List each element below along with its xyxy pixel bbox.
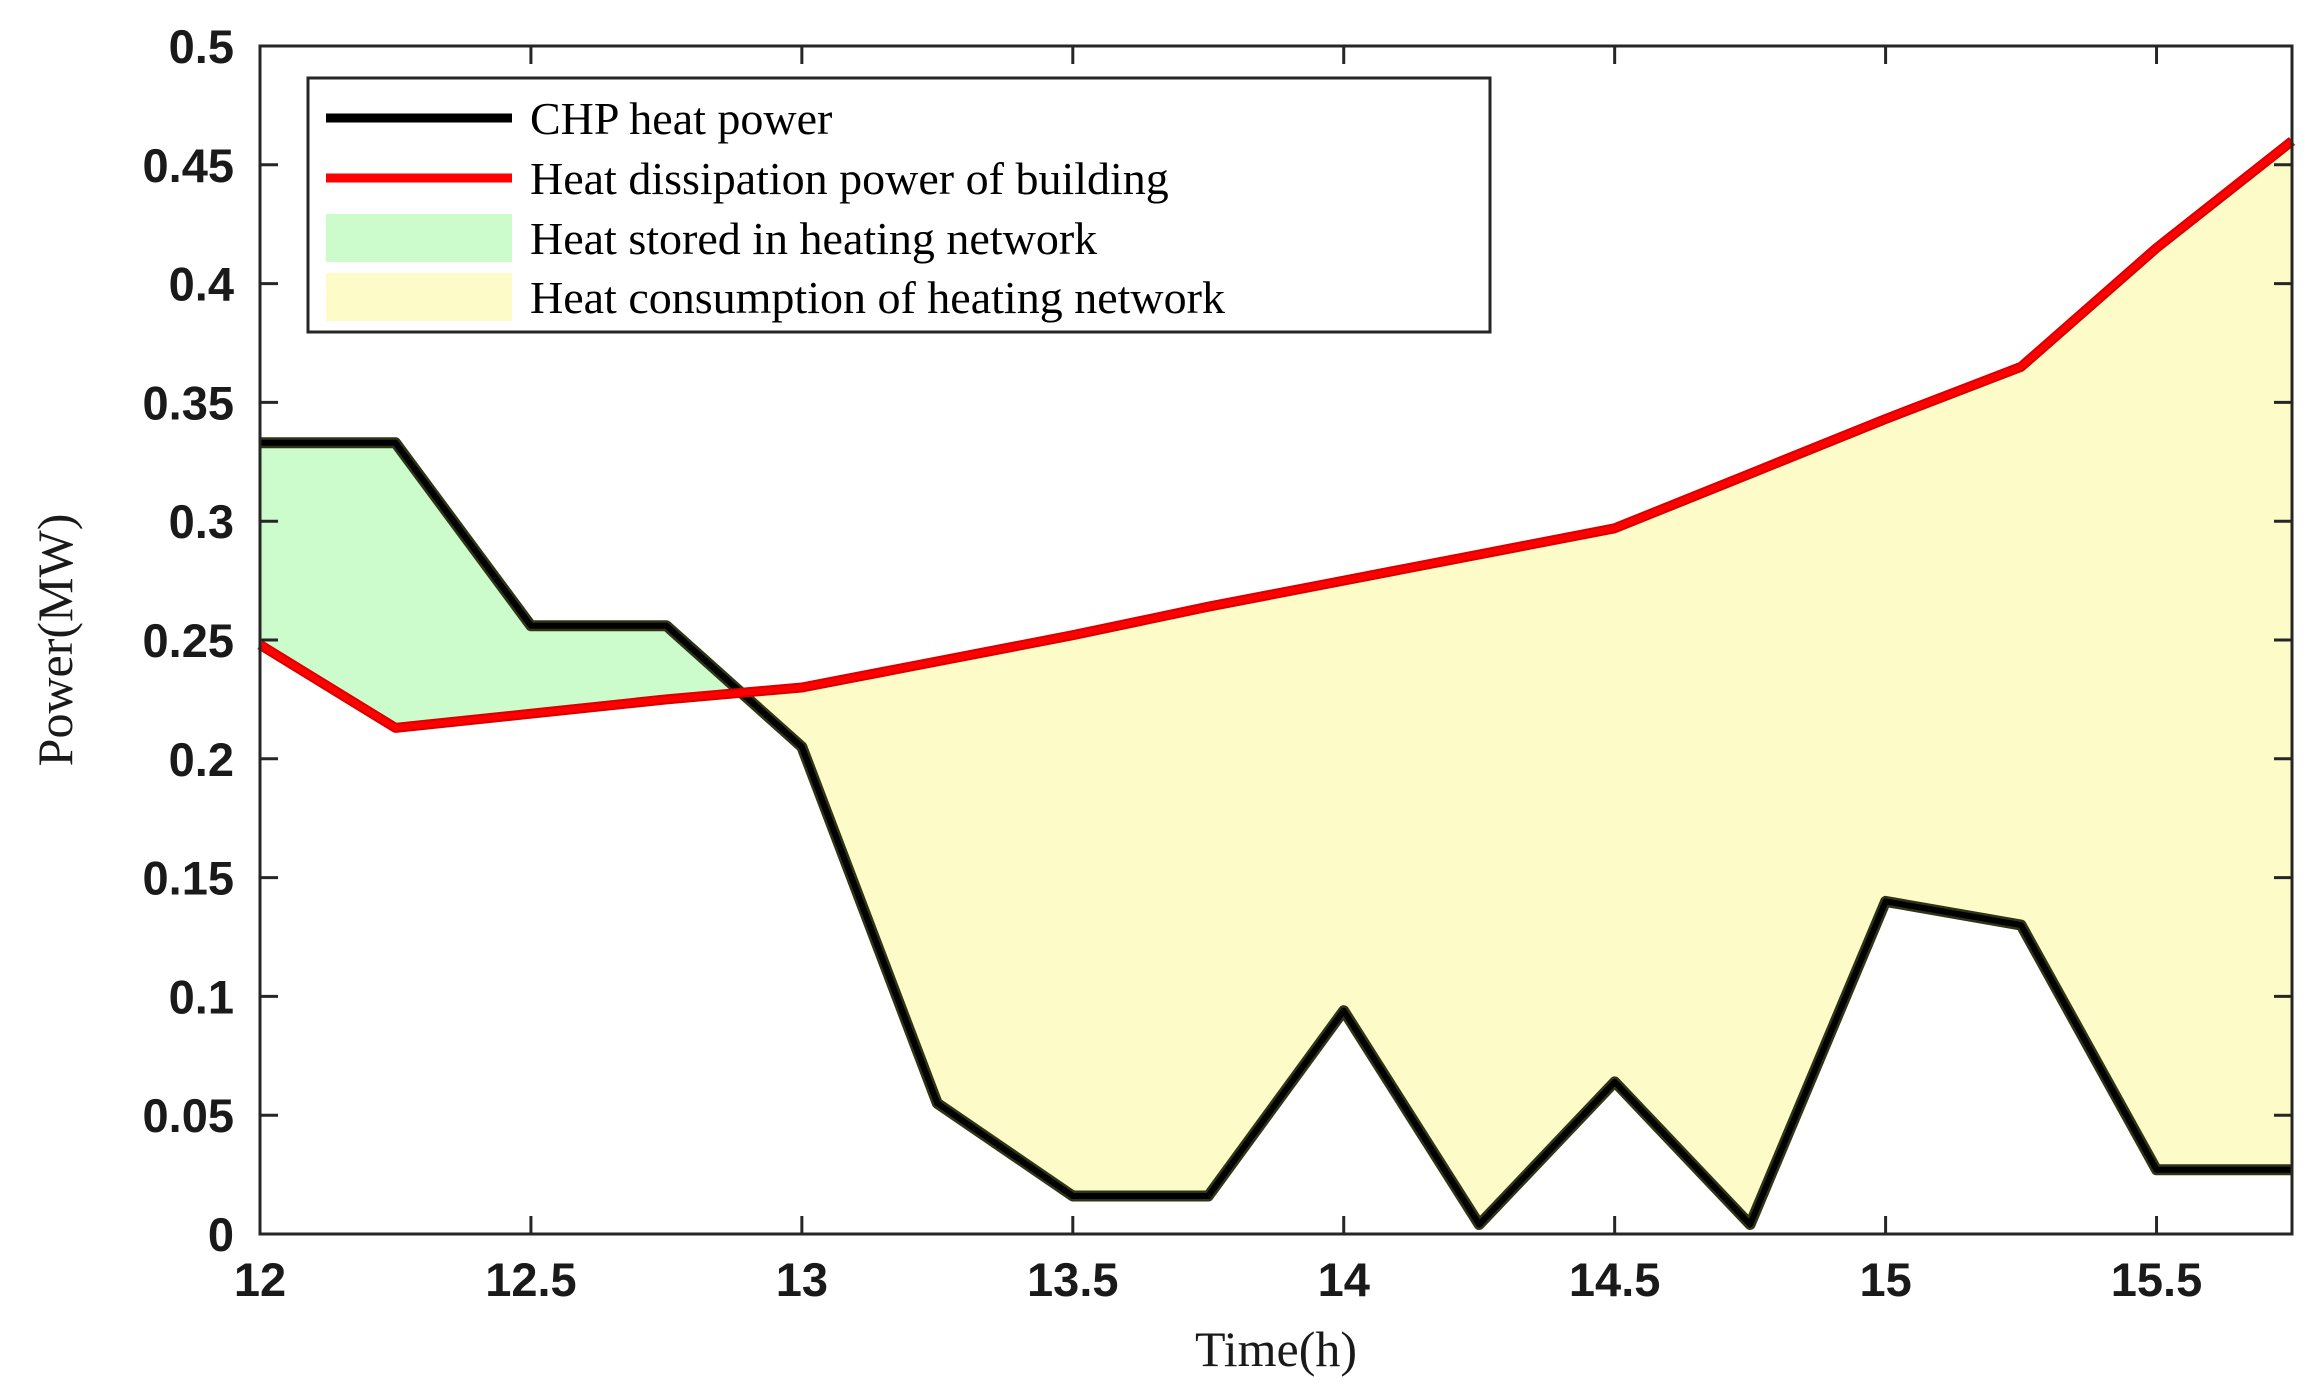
y-tick-label: 0.4 (169, 258, 234, 311)
y-tick-label: 0.1 (169, 970, 234, 1023)
x-tick-label: 12 (234, 1253, 286, 1306)
x-tick-label: 13.5 (1027, 1253, 1118, 1306)
y-tick-label: 0.35 (143, 376, 234, 429)
y-tick-label: 0 (208, 1208, 234, 1261)
x-axis: 12 12.5 13 13.5 14 14.5 15 15.5 (234, 46, 2202, 1306)
series-lines (257, 137, 2296, 1230)
x-tick-label: 12.5 (485, 1253, 576, 1306)
legend: CHP heat power Heat dissipation power of… (306, 76, 1492, 334)
y-tick-label: 0.45 (143, 139, 234, 192)
chp-heat-power-line (260, 439, 2292, 1228)
x-tick-label: 13 (776, 1253, 828, 1306)
legend-label-heat-consumption: Heat consumption of heating network (530, 272, 1225, 323)
legend-label-chp-heat-power: CHP heat power (530, 93, 832, 144)
y-axis: 0 0.05 0.1 0.15 0.2 0.25 0.3 0.35 0.4 0.45 0.5 (143, 20, 2292, 1261)
heat-dissipation-line (258, 138, 2294, 731)
x-axis-title: Time(h) (1195, 1321, 1357, 1377)
legend-swatch-heat-consumption (326, 273, 512, 321)
x-tick-label: 15.5 (2111, 1253, 2202, 1306)
legend-label-heat-dissipation: Heat dissipation power of building (530, 153, 1169, 204)
y-axis-title: Power(MW) (27, 514, 83, 767)
x-tick-label: 14.5 (1569, 1253, 1660, 1306)
y-tick-label: 0.05 (143, 1089, 234, 1142)
y-tick-label: 0.2 (169, 733, 234, 786)
x-tick-label: 14 (1318, 1253, 1370, 1306)
y-tick-label: 0.5 (169, 20, 234, 73)
x-tick-label: 15 (1859, 1253, 1911, 1306)
y-tick-label: 0.25 (143, 614, 234, 667)
legend-swatch-heat-stored (326, 214, 512, 262)
y-tick-label: 0.15 (143, 852, 234, 905)
y-tick-label: 0.3 (169, 495, 234, 548)
legend-label-heat-stored: Heat stored in heating network (530, 213, 1097, 264)
